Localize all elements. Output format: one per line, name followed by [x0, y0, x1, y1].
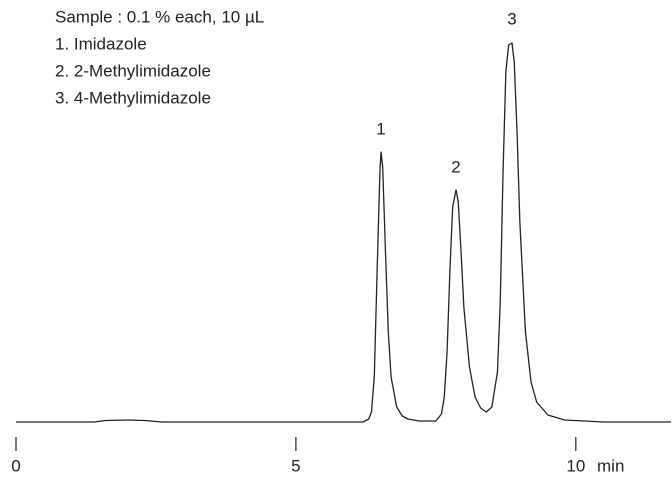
x-tick-label: 10: [566, 456, 585, 475]
note: 1. Imidazole: [55, 34, 147, 53]
note: Sample : 0.1 % each, 10 µL: [55, 7, 264, 26]
x-tick-label: 5: [291, 456, 300, 475]
x-tick-label: 0: [11, 456, 20, 475]
note: 3. 4-Methylimidazole: [55, 88, 211, 107]
trace: [16, 42, 671, 423]
x-axis-label: min: [597, 456, 624, 475]
peak-label: 2: [451, 157, 460, 176]
peak-label: 1: [376, 119, 385, 138]
note: 2. 2-Methylimidazole: [55, 61, 211, 80]
peak-label: 3: [507, 9, 516, 28]
